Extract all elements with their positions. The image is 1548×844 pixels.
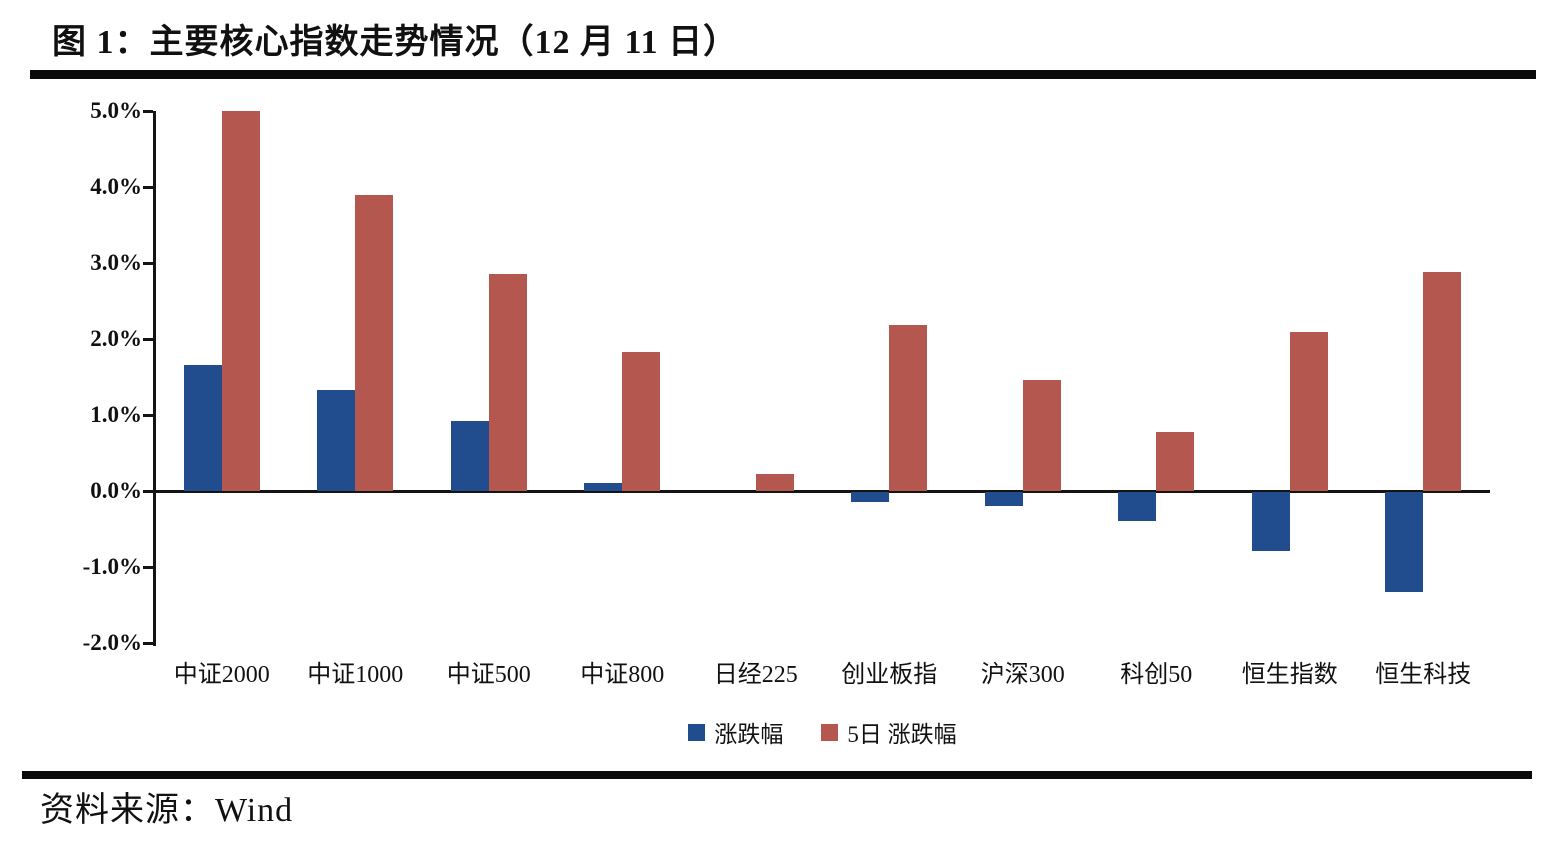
bar-涨跌幅-科创50 <box>1118 492 1157 521</box>
zero-baseline <box>153 490 1490 493</box>
bar-5日 涨跌幅-中证1000 <box>355 194 394 491</box>
x-axis-label: 中证2000 <box>173 662 270 688</box>
legend-swatch-red <box>821 723 839 741</box>
x-axis-label: 恒生科技 <box>1375 662 1472 688</box>
x-axis-label: 科创50 <box>1120 662 1193 688</box>
bar-5日 涨跌幅-创业板指 <box>889 325 928 491</box>
y-axis-tick-mark <box>143 262 153 265</box>
legend: 涨跌幅 5日 涨跌幅 <box>155 715 1490 749</box>
chart-title: 图 1：主要核心指数走势情况（12 月 11 日） <box>52 24 739 61</box>
y-axis-tick-label: 2.0% <box>90 326 142 351</box>
bar-5日 涨跌幅-恒生指数 <box>1289 332 1328 491</box>
bar-5日 涨跌幅-中证800 <box>622 351 661 491</box>
y-axis-tick-label: 1.0% <box>90 402 142 427</box>
y-axis-tick-mark <box>143 338 153 341</box>
bar-涨跌幅-恒生科技 <box>1385 492 1424 593</box>
x-axis-label: 中证500 <box>446 662 531 688</box>
legend-label-change: 涨跌幅 <box>714 722 784 747</box>
legend-item-5day-change: 5日 涨跌幅 <box>821 715 957 749</box>
bar-涨跌幅-沪深300 <box>984 492 1023 506</box>
bar-5日 涨跌幅-科创50 <box>1156 432 1195 491</box>
x-axis-label: 创业板指 <box>841 662 938 688</box>
source-divider-rule <box>22 771 1532 779</box>
bar-涨跌幅-中证2000 <box>183 364 222 491</box>
title-divider-rule <box>30 70 1536 79</box>
x-axis-label: 中证1000 <box>307 662 404 688</box>
bar-涨跌幅-恒生指数 <box>1251 492 1290 552</box>
bar-涨跌幅-创业板指 <box>851 492 890 502</box>
y-axis-tick-label: -2.0% <box>82 630 142 655</box>
bar-5日 涨跌幅-日经225 <box>755 474 794 491</box>
y-axis-tick-mark <box>143 110 153 113</box>
bar-5日 涨跌幅-中证2000 <box>221 111 260 491</box>
bar-5日 涨跌幅-中证500 <box>488 274 527 491</box>
y-axis-tick-mark <box>143 642 153 645</box>
y-axis-tick-mark <box>143 186 153 189</box>
legend-item-change: 涨跌幅 <box>688 715 783 749</box>
source-text: 资料来源：Wind <box>40 792 294 829</box>
y-axis-tick-mark <box>143 414 153 417</box>
y-axis-line <box>153 111 156 646</box>
legend-swatch-blue <box>688 723 706 741</box>
bar-5日 涨跌幅-恒生科技 <box>1423 272 1462 491</box>
x-axis-label: 沪深300 <box>980 662 1065 688</box>
y-axis-tick-label: 4.0% <box>90 174 142 199</box>
y-axis-tick-mark <box>143 490 153 493</box>
x-axis-label: 日经225 <box>713 662 798 688</box>
bar-涨跌幅-中证1000 <box>317 389 356 491</box>
x-axis-label: 中证800 <box>580 662 665 688</box>
y-axis-tick-label: 5.0% <box>90 98 142 123</box>
bar-5日 涨跌幅-沪深300 <box>1022 380 1061 491</box>
y-axis-tick-label: 3.0% <box>90 250 142 275</box>
y-axis-tick-label: -1.0% <box>82 554 142 579</box>
bar-chart: 5.0% 4.0% 3.0% 2.0% 1.0% 0.0% -1.0% -2.0% 中证200… <box>0 95 1548 755</box>
legend-label-5day-change: 5日 涨跌幅 <box>847 722 957 747</box>
y-axis-tick-mark <box>143 566 153 569</box>
y-axis-tick-label: 0.0% <box>90 478 142 503</box>
bar-涨跌幅-中证500 <box>450 421 489 491</box>
bar-涨跌幅-中证800 <box>584 483 623 491</box>
x-axis-label: 恒生指数 <box>1241 662 1338 688</box>
